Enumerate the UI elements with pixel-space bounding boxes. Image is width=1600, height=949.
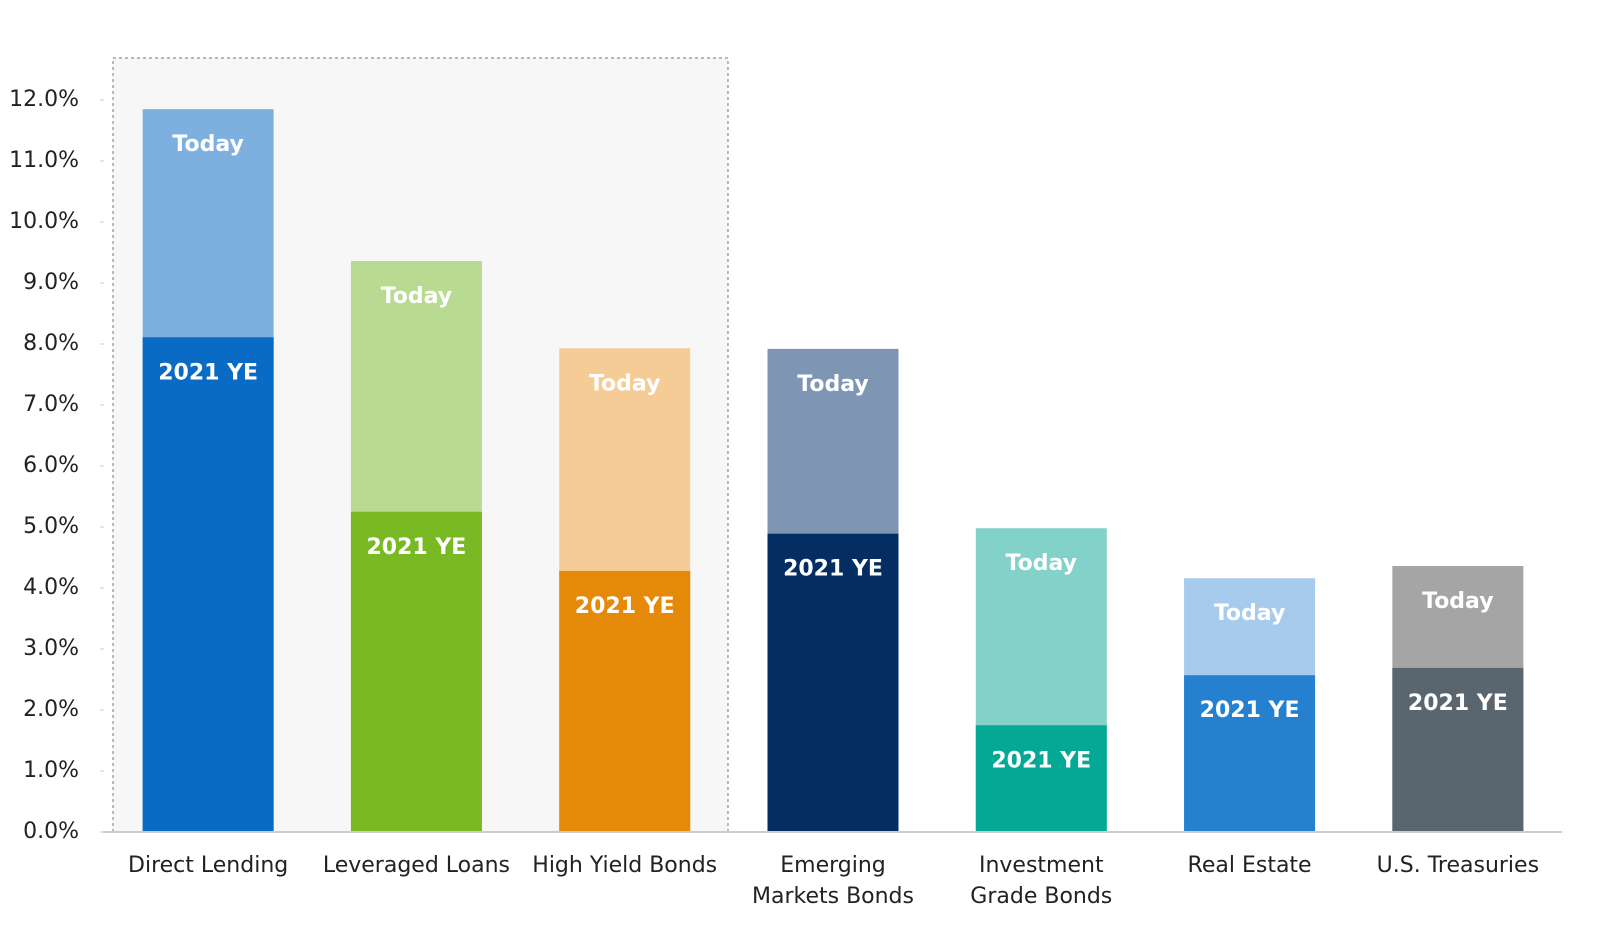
x-tick-label: High Yield Bonds <box>532 853 717 878</box>
x-tick-label: Real Estate <box>1188 853 1312 878</box>
y-tick-label: 1.0% <box>23 758 79 783</box>
segment-label: 2021 YE <box>991 748 1091 773</box>
y-tick-label: 10.0% <box>9 209 79 234</box>
segment-label: Today <box>172 132 243 157</box>
y-tick-label: 3.0% <box>23 636 79 661</box>
bar <box>1392 667 1524 832</box>
segment-label: 2021 YE <box>1200 698 1300 723</box>
x-tick-label: Emerging Markets Bonds <box>752 853 914 909</box>
segment-label: Today <box>797 372 868 397</box>
bar <box>142 337 274 832</box>
segment-label: Today <box>589 371 660 396</box>
segment-label: 2021 YE <box>366 535 466 560</box>
x-tick-label: Leveraged Loans <box>323 853 510 878</box>
y-tick-label: 9.0% <box>23 270 79 295</box>
y-tick-label: 0.0% <box>23 819 79 844</box>
x-tick-label: U.S. Treasuries <box>1377 853 1539 878</box>
y-tick-label: 5.0% <box>23 514 79 539</box>
bar <box>1184 675 1316 832</box>
bar <box>975 725 1107 832</box>
segment-label: Today <box>381 284 452 309</box>
bar <box>559 570 691 832</box>
segment-label: Today <box>1006 551 1077 576</box>
segment-label: Today <box>1422 589 1493 614</box>
segment-label: 2021 YE <box>575 594 675 619</box>
bar <box>767 533 899 832</box>
segment-label: 2021 YE <box>158 360 258 385</box>
y-tick-label: 8.0% <box>23 331 79 356</box>
segment-label: Today <box>1214 601 1285 626</box>
bar <box>350 511 482 832</box>
y-tick-label: 6.0% <box>23 453 79 478</box>
y-tick-label: 7.0% <box>23 392 79 417</box>
segment-label: 2021 YE <box>1408 691 1508 716</box>
y-tick-label: 12.0% <box>9 87 79 112</box>
y-tick-label: 2.0% <box>23 697 79 722</box>
y-tick-label: 11.0% <box>9 148 79 173</box>
x-tick-label: Direct Lending <box>128 853 288 878</box>
segment-label: 2021 YE <box>783 557 883 582</box>
y-tick-label: 4.0% <box>23 575 79 600</box>
x-tick-label: Investment Grade Bonds <box>970 853 1112 909</box>
